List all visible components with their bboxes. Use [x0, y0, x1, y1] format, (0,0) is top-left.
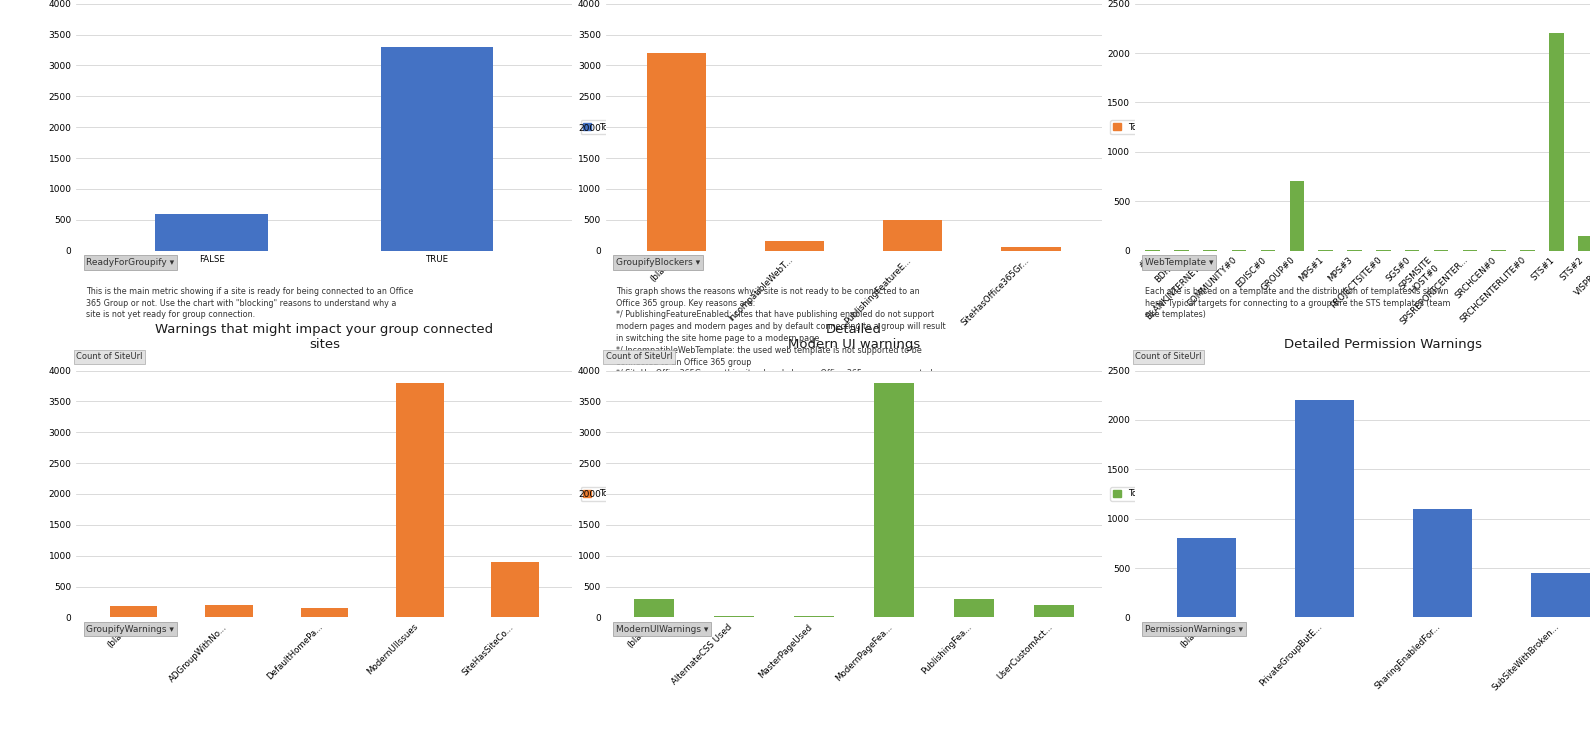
Title: Detailed
Modern UI warnings: Detailed Modern UI warnings	[787, 323, 921, 351]
Bar	[1549, 33, 1563, 250]
Bar	[396, 383, 444, 617]
Legend: Total: Total	[580, 487, 622, 501]
Bar	[884, 220, 943, 250]
Text: ReadyForGroupify ▾: ReadyForGroupify ▾	[86, 258, 175, 267]
Bar	[765, 242, 824, 250]
Bar	[954, 599, 994, 617]
Bar	[1034, 605, 1073, 617]
Bar	[1577, 236, 1590, 250]
Text: GroupifyWarnings ▾: GroupifyWarnings ▾	[86, 625, 175, 634]
Bar	[491, 562, 539, 617]
Bar	[1414, 509, 1472, 617]
Bar	[205, 605, 253, 617]
Text: Count of SiteUrl: Count of SiteUrl	[606, 353, 673, 362]
Text: Each site is based on a template and the distribution of templates is shown
here: Each site is based on a template and the…	[1145, 287, 1450, 319]
Legend: Total: Total	[1110, 120, 1151, 134]
Legend: Total: Total	[1110, 487, 1151, 501]
Bar	[1177, 539, 1235, 617]
Bar	[380, 47, 493, 250]
Bar	[1289, 182, 1304, 250]
Text: This graph shows the reasons why a site is not ready to be connected to an
Offic: This graph shows the reasons why a site …	[615, 287, 946, 379]
Bar	[156, 213, 269, 250]
Text: Count of SiteUrl: Count of SiteUrl	[1135, 353, 1202, 362]
Text: PermissionWarnings ▾: PermissionWarnings ▾	[1145, 625, 1243, 634]
Bar	[301, 608, 348, 617]
Bar	[110, 606, 157, 617]
Bar	[1531, 573, 1590, 617]
Bar	[1002, 247, 1061, 250]
Title: Detailed Permission Warnings: Detailed Permission Warnings	[1285, 339, 1482, 351]
Text: WebTemplate ▾: WebTemplate ▾	[1145, 258, 1213, 267]
Bar	[875, 383, 914, 617]
Bar	[634, 599, 674, 617]
Text: ModernUIWarnings ▾: ModernUIWarnings ▾	[615, 625, 708, 634]
Bar	[647, 53, 706, 250]
Text: GroupifyBlockers ▾: GroupifyBlockers ▾	[615, 258, 700, 267]
Legend: Total: Total	[580, 120, 622, 134]
Text: This is the main metric showing if a site is ready for being connected to an Off: This is the main metric showing if a sit…	[86, 287, 413, 319]
Text: Readiness, blockers and warnings: Readiness, blockers and warnings	[27, 243, 40, 498]
Title: Warnings that might impact your group connected
sites: Warnings that might impact your group co…	[156, 323, 493, 351]
Bar	[1294, 400, 1353, 617]
Text: Count of SiteUrl: Count of SiteUrl	[76, 353, 143, 362]
